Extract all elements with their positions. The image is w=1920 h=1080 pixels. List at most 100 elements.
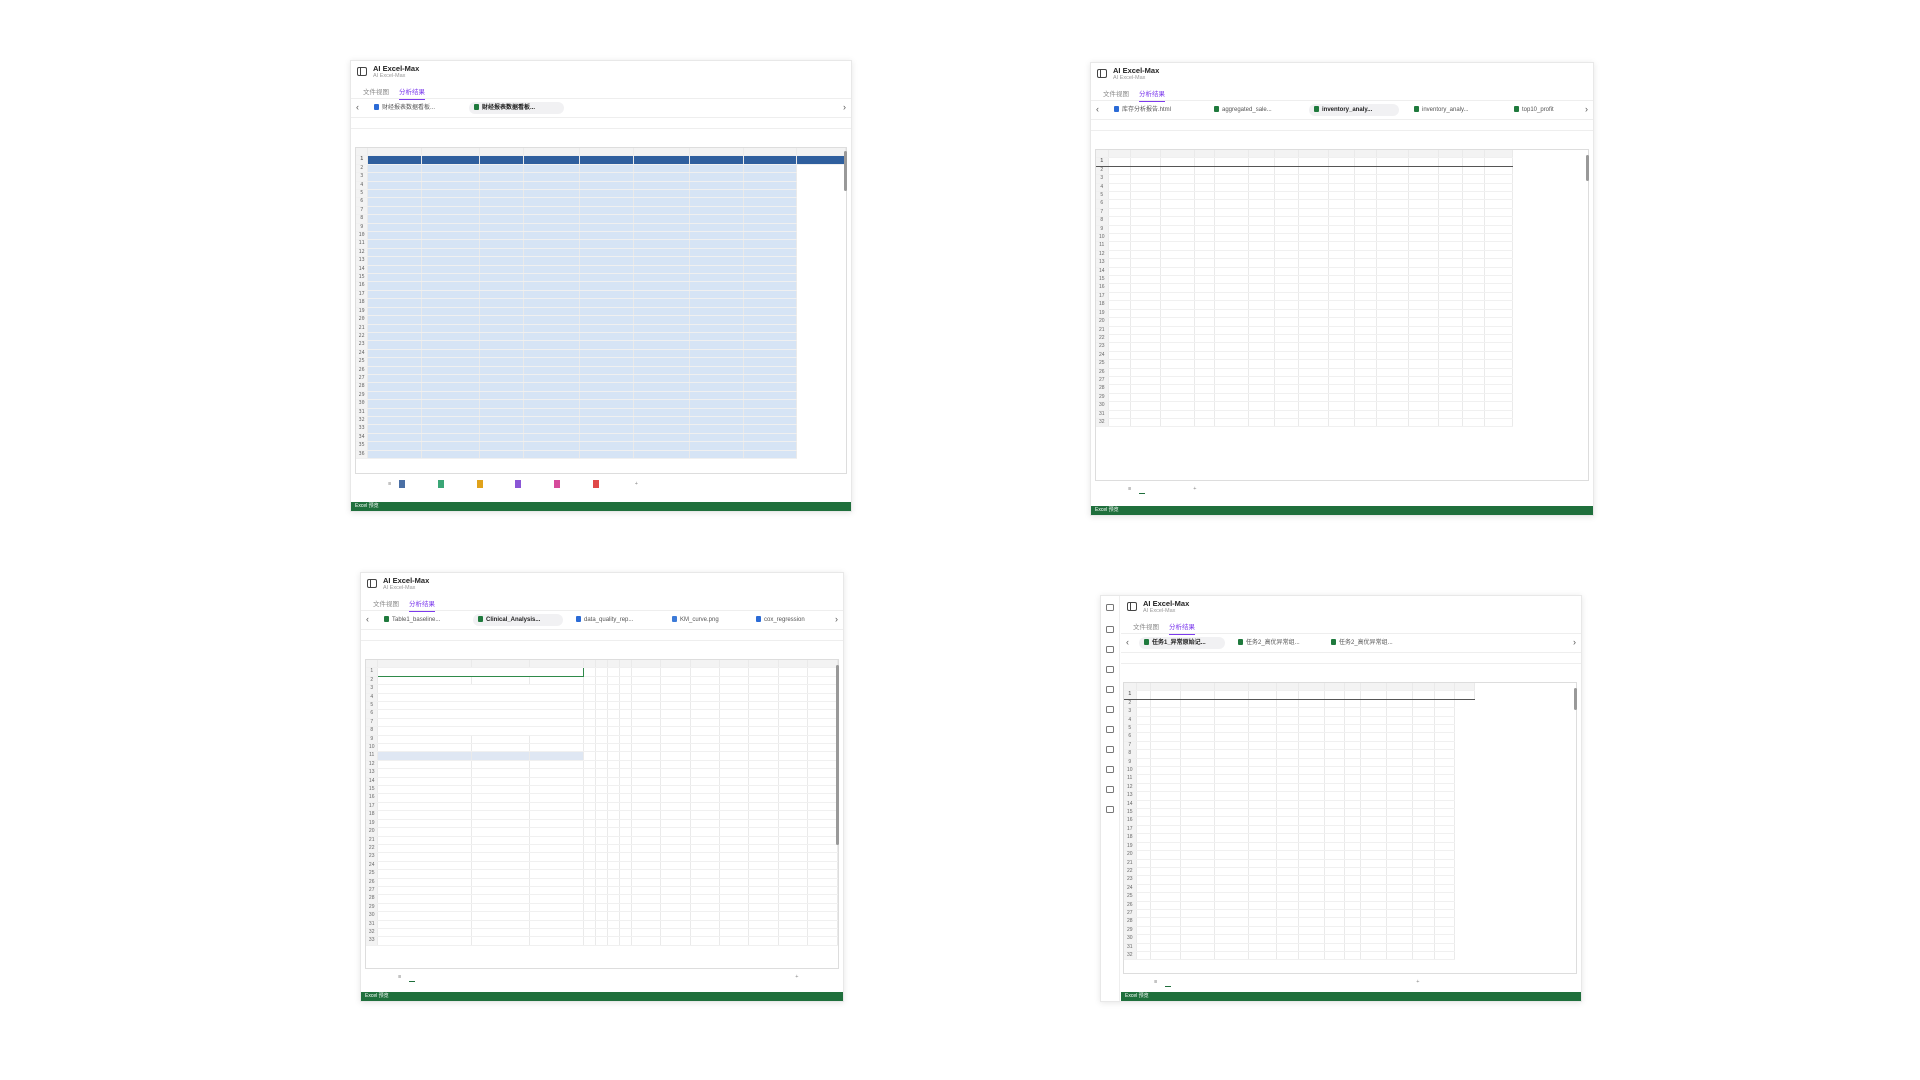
header-cell[interactable] bbox=[579, 155, 634, 165]
table-row[interactable]: 25 bbox=[356, 357, 846, 367]
field-name[interactable] bbox=[377, 844, 472, 854]
empty-cell[interactable] bbox=[807, 693, 838, 703]
data-cell[interactable] bbox=[523, 189, 581, 199]
data-cell[interactable] bbox=[1214, 758, 1249, 768]
data-cell[interactable] bbox=[1108, 410, 1131, 420]
data-cell[interactable] bbox=[1462, 410, 1485, 420]
data-cell[interactable] bbox=[1376, 410, 1409, 420]
data-cell[interactable] bbox=[523, 307, 581, 317]
clock-icon[interactable] bbox=[1106, 746, 1114, 753]
data-cell[interactable] bbox=[1214, 791, 1249, 801]
data-cell[interactable] bbox=[421, 357, 481, 367]
data-cell[interactable] bbox=[1484, 393, 1513, 403]
data-cell[interactable] bbox=[1386, 909, 1413, 919]
data-cell[interactable] bbox=[1408, 241, 1439, 251]
empty-cell[interactable] bbox=[377, 735, 472, 745]
empty-cell[interactable] bbox=[583, 920, 597, 930]
data-cell[interactable] bbox=[1160, 384, 1195, 394]
data-cell[interactable] bbox=[1386, 917, 1413, 927]
missing-pct[interactable] bbox=[529, 810, 585, 820]
table-row[interactable]: 19 bbox=[366, 819, 838, 829]
data-cell[interactable] bbox=[1160, 199, 1195, 209]
data-cell[interactable] bbox=[1360, 901, 1387, 910]
data-cell[interactable] bbox=[1434, 850, 1455, 860]
table-row[interactable]: 23 bbox=[356, 340, 846, 350]
data-cell[interactable] bbox=[1412, 791, 1435, 801]
empty-cell[interactable] bbox=[619, 768, 632, 778]
empty-cell[interactable] bbox=[719, 768, 750, 778]
data-cell[interactable] bbox=[1386, 816, 1413, 826]
empty-cell[interactable] bbox=[807, 793, 838, 803]
column-header[interactable] bbox=[1408, 150, 1439, 159]
chevron-left-icon[interactable]: ‹ bbox=[1126, 637, 1129, 647]
table-row[interactable]: 10 bbox=[366, 743, 838, 753]
data-cell[interactable] bbox=[1484, 418, 1513, 428]
table-row[interactable]: 27 bbox=[1096, 376, 1513, 386]
empty-cell[interactable] bbox=[631, 735, 662, 745]
data-cell[interactable] bbox=[1214, 267, 1249, 277]
header-cell[interactable] bbox=[1344, 690, 1361, 700]
data-cell[interactable] bbox=[479, 256, 524, 266]
row-number[interactable]: 27 bbox=[366, 886, 379, 896]
data-cell[interactable] bbox=[1344, 892, 1361, 902]
data-cell[interactable] bbox=[1412, 816, 1435, 826]
data-cell[interactable] bbox=[1248, 716, 1277, 726]
tab-file-view[interactable]: 文件视图 bbox=[1103, 91, 1129, 98]
data-cell[interactable] bbox=[1376, 309, 1409, 319]
data-cell[interactable] bbox=[1214, 934, 1249, 944]
data-cell[interactable] bbox=[1276, 951, 1299, 961]
empty-cell[interactable] bbox=[471, 743, 531, 753]
data-cell[interactable] bbox=[579, 265, 634, 275]
data-cell[interactable] bbox=[1248, 183, 1275, 193]
data-cell[interactable] bbox=[1136, 699, 1151, 709]
empty-cell[interactable] bbox=[631, 911, 662, 921]
table-row[interactable]: 32 bbox=[366, 928, 838, 938]
table-row[interactable]: 19 bbox=[1124, 842, 1474, 852]
column-header[interactable] bbox=[1434, 683, 1455, 692]
tab-analysis-results[interactable]: 分析结果 bbox=[1169, 621, 1195, 635]
empty-cell[interactable] bbox=[607, 869, 620, 879]
data-cell[interactable] bbox=[1462, 208, 1485, 218]
data-cell[interactable] bbox=[1434, 699, 1455, 709]
data-cell[interactable] bbox=[1160, 418, 1195, 428]
empty-cell[interactable] bbox=[690, 751, 721, 761]
data-cell[interactable] bbox=[1194, 275, 1215, 285]
data-cell[interactable] bbox=[523, 197, 581, 207]
header-cell[interactable] bbox=[1454, 690, 1475, 700]
missing-pct[interactable] bbox=[529, 785, 585, 795]
data-cell[interactable] bbox=[1108, 401, 1131, 411]
data-cell[interactable] bbox=[1412, 909, 1435, 919]
row-number[interactable]: 2 bbox=[1124, 699, 1137, 709]
data-cell[interactable] bbox=[1150, 884, 1181, 894]
data-cell[interactable] bbox=[1298, 716, 1325, 726]
data-cell[interactable] bbox=[1324, 825, 1345, 835]
data-cell[interactable] bbox=[1438, 275, 1463, 285]
data-cell[interactable] bbox=[1344, 934, 1361, 944]
data-cell[interactable] bbox=[1298, 199, 1329, 209]
table-row[interactable]: 29 bbox=[356, 391, 846, 401]
row-number[interactable]: 19 bbox=[1096, 309, 1109, 319]
data-cell[interactable] bbox=[421, 189, 481, 199]
data-cell[interactable] bbox=[1434, 716, 1455, 726]
row-number[interactable]: 6 bbox=[366, 709, 379, 719]
data-cell[interactable] bbox=[1248, 317, 1275, 327]
data-cell[interactable] bbox=[1214, 292, 1249, 302]
empty-cell[interactable] bbox=[719, 844, 750, 854]
report-title[interactable] bbox=[377, 667, 585, 677]
empty-cell[interactable] bbox=[778, 878, 809, 887]
data-cell[interactable] bbox=[1108, 174, 1131, 184]
empty-cell[interactable] bbox=[631, 718, 662, 728]
data-cell[interactable] bbox=[1214, 732, 1249, 742]
data-cell[interactable] bbox=[579, 197, 634, 207]
data-cell[interactable] bbox=[1214, 351, 1249, 361]
table-row[interactable]: 26 bbox=[1124, 901, 1474, 910]
data-cell[interactable] bbox=[1298, 774, 1325, 784]
data-cell[interactable] bbox=[1462, 342, 1485, 352]
data-cell[interactable] bbox=[1180, 917, 1215, 927]
data-cell[interactable] bbox=[689, 450, 744, 460]
row-number[interactable]: 17 bbox=[1096, 292, 1109, 302]
data-cell[interactable] bbox=[1344, 943, 1361, 953]
data-cell[interactable] bbox=[1386, 741, 1413, 751]
data-cell[interactable] bbox=[633, 349, 691, 359]
data-cell[interactable] bbox=[1360, 926, 1387, 936]
